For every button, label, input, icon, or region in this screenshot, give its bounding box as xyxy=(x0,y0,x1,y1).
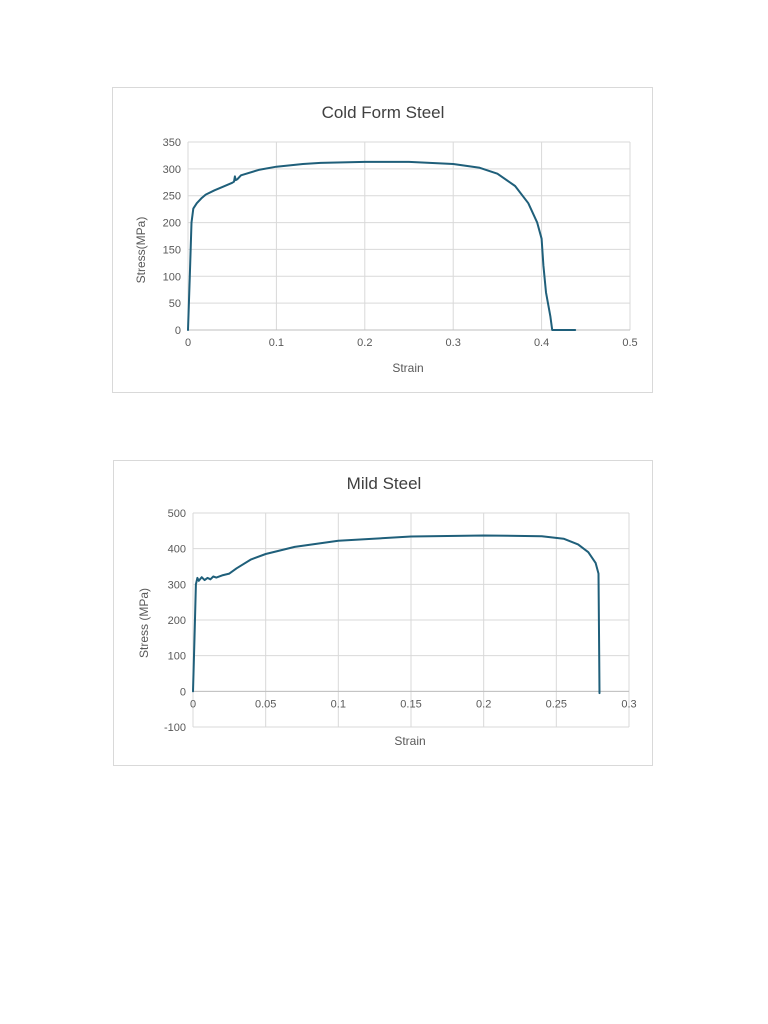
y-tick-label: 0 xyxy=(175,325,181,337)
x-axis-title: Strain xyxy=(394,734,425,748)
y-tick-label: 50 xyxy=(169,298,181,310)
y-tick-label: 200 xyxy=(163,218,181,230)
y-tick-label: 100 xyxy=(163,271,181,283)
x-tick-label: 0.1 xyxy=(331,698,346,710)
x-tick-label: 0.25 xyxy=(546,698,567,710)
chart-title: Mild Steel xyxy=(347,474,422,493)
y-tick-label: 500 xyxy=(168,508,186,520)
x-tick-label: 0.05 xyxy=(255,698,276,710)
plot-area: -100 0 100 200 300 400 500 0 0.05 0.1 0.15 0.2 0.25 0… xyxy=(164,508,637,734)
x-tick-label: 0.1 xyxy=(269,337,284,349)
chart-title: Cold Form Steel xyxy=(322,103,445,122)
y-tick-label: 300 xyxy=(163,164,181,176)
x-axis-title: Strain xyxy=(392,361,423,375)
y-tick-label: 250 xyxy=(163,191,181,203)
x-tick-label: 0.5 xyxy=(622,337,637,349)
x-tick-label: 0.2 xyxy=(357,337,372,349)
x-tick-label: 0 xyxy=(185,337,191,349)
x-tick-label: 0.4 xyxy=(534,337,549,349)
y-axis-title: Stress(MPa) xyxy=(134,217,148,284)
series-line xyxy=(192,534,601,695)
y-tick-label: 150 xyxy=(163,244,181,256)
x-tick-label: 0.15 xyxy=(400,698,421,710)
y-tick-label: -100 xyxy=(164,722,186,734)
y-tick-label: 400 xyxy=(168,544,186,556)
plot-area: 0 50 100 150 200 250 300 350 0 0.1 0.2 0.3 0.4 0.5 xyxy=(163,137,638,349)
x-tick-label: 0.3 xyxy=(446,337,461,349)
series-line xyxy=(187,160,577,331)
y-axis-title: Stress (MPa) xyxy=(137,588,151,658)
mild-steel-chart-svg: Mild Steel Strain Stress (MPa) -100 0 100 2… xyxy=(137,474,637,748)
mild-steel-chart: Mild Steel Strain Stress (MPa) -100 0 100 2… xyxy=(113,460,653,766)
x-tick-label: 0.3 xyxy=(621,698,636,710)
x-tick-label: 0.2 xyxy=(476,698,491,710)
y-tick-label: 200 xyxy=(168,615,186,627)
cold-form-steel-chart: Cold Form Steel Strain Stress(MPa) 0 50 10… xyxy=(112,87,653,393)
cold-form-steel-chart-svg: Cold Form Steel Strain Stress(MPa) 0 50 10… xyxy=(134,103,638,375)
y-tick-label: 100 xyxy=(168,651,186,663)
y-tick-label: 300 xyxy=(168,579,186,591)
x-tick-label: 0 xyxy=(190,698,196,710)
y-tick-label: 350 xyxy=(163,137,181,149)
y-tick-label: 0 xyxy=(180,686,186,698)
